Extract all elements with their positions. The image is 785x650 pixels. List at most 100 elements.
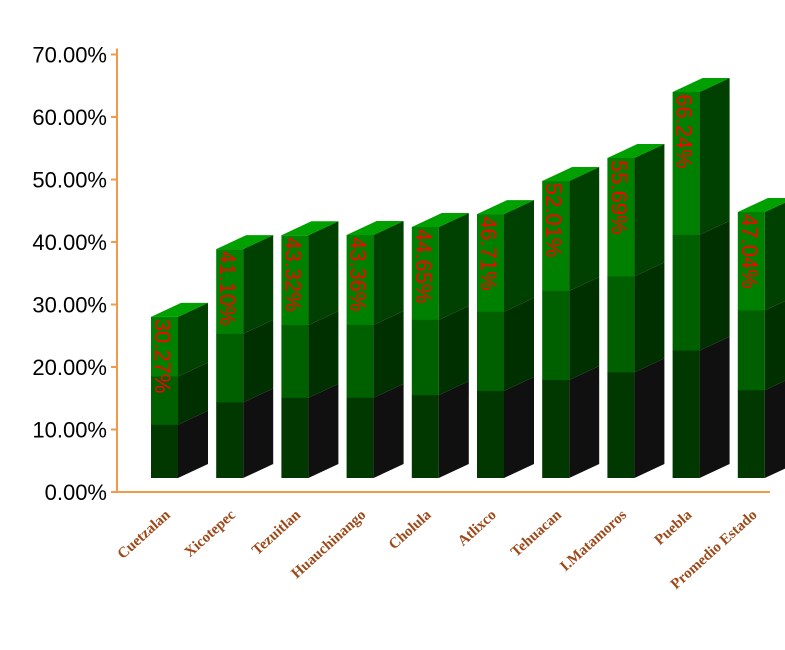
bar-front-top (346, 235, 374, 326)
bar-top-face (411, 212, 469, 227)
bar-side-bottom (764, 380, 785, 478)
x-category-label: Cuetzalan (115, 507, 174, 563)
bar-atlixco (477, 200, 534, 478)
data-labels: 30.27% 41.10% 43.32% 43.36% 44.65% 46.71% 52.0… (150, 94, 762, 393)
bar-xicotepec (216, 235, 274, 478)
bar-front-mid (607, 276, 635, 373)
data-label: 43.32% (280, 237, 305, 312)
bar-side-top (178, 302, 208, 377)
x-category-label: Tehuacan (508, 507, 565, 561)
bar-front-mid (346, 324, 374, 399)
bar-side-bottom (308, 383, 339, 478)
bar-front-top (411, 226, 439, 321)
bar-side-bottom (504, 376, 534, 478)
bar-huauchinango (346, 221, 404, 478)
bar-side-mid (634, 262, 665, 373)
bar-promedio-estado (737, 198, 785, 478)
bar-side-bottom (634, 358, 665, 478)
bar-front-bottom (281, 397, 309, 478)
x-category-label: Atlixco (455, 507, 500, 550)
bar-side-top (634, 143, 665, 277)
bar-side-top (243, 235, 274, 334)
bar-top-face (281, 221, 339, 236)
data-label: 46.71% (476, 216, 501, 291)
bar-side-bottom (699, 336, 730, 478)
bar-side-top (438, 212, 469, 320)
data-label: 55.69% (606, 160, 631, 235)
bar-side-mid (308, 311, 339, 398)
y-tick-label: 30.00% (32, 293, 107, 318)
bar-front-bottom (346, 397, 374, 478)
y-tick-label: 50.00% (32, 168, 107, 193)
bar-top-face (542, 166, 600, 181)
bar-front-mid (477, 311, 504, 392)
bar-top-face (607, 143, 665, 158)
data-label: 66.24% (672, 94, 697, 169)
data-label: 30.27% (150, 319, 175, 394)
bar-front-bottom (151, 424, 178, 478)
y-tick-label: 40.00% (32, 230, 107, 255)
bar-side-mid (438, 305, 469, 396)
bar-i-matamoros (607, 143, 665, 478)
bar-side-top (699, 78, 730, 235)
bar-front-top (151, 316, 178, 377)
bar-front-mid (672, 234, 700, 352)
bar-tehuacan (542, 166, 600, 478)
bar-side-top (308, 221, 339, 326)
bar-side-top (569, 166, 600, 291)
bar-front-bottom (672, 350, 700, 478)
bar-side-bottom (373, 383, 404, 478)
bar-side-top (504, 200, 534, 312)
bar-top-face (737, 198, 785, 212)
data-label: 47.04% (737, 214, 762, 289)
bar-side-mid (504, 297, 534, 391)
bar-front-top (542, 180, 570, 292)
x-category-label: Cholula (386, 507, 435, 553)
bar-top-face (346, 221, 404, 235)
bar-side-bottom (569, 365, 600, 478)
x-category-label: I.Matamoros (557, 507, 630, 575)
bar-side-mid (243, 319, 274, 403)
bar-front-top (607, 157, 635, 277)
bar-front-mid (542, 290, 570, 381)
y-tick-label: 10.00% (32, 418, 107, 443)
bar-side-mid (178, 362, 208, 425)
bar-tezuitlan (281, 221, 339, 478)
y-tick-label: 0.00% (45, 480, 107, 505)
data-label: 52.01% (541, 183, 566, 258)
bar-side-top (764, 202, 785, 311)
x-category-label: Xicotepec (182, 507, 239, 561)
bars (151, 78, 785, 478)
bar-front-bottom (542, 379, 570, 478)
bar-front-mid (737, 310, 765, 391)
bar-front-mid (281, 325, 309, 399)
y-tick-label: 20.00% (32, 355, 107, 380)
bar-front-top (477, 214, 504, 313)
bar-front-bottom (411, 395, 439, 478)
x-category-label: Puebla (652, 507, 696, 549)
bar-top-face (151, 302, 208, 317)
bar-front-mid (151, 376, 178, 426)
bar-side-bottom (243, 388, 274, 478)
bar-front-top (672, 92, 700, 236)
bar-front-top (216, 249, 244, 335)
bar-front-mid (411, 319, 439, 396)
bar-top-face (672, 78, 730, 92)
bar-front-bottom (477, 390, 504, 478)
y-tick-label: 60.00% (32, 105, 107, 130)
bar-side-mid (764, 300, 785, 391)
bar-puebla (672, 78, 730, 478)
bar-front-bottom (737, 390, 765, 478)
bar-front-mid (216, 333, 244, 403)
x-category-label: Tezuitlan (249, 507, 304, 559)
bar-cuetzalan (151, 302, 208, 478)
data-label: 43.36% (346, 237, 371, 312)
bar-front-bottom (216, 402, 244, 478)
bar-side-mid (569, 276, 600, 380)
y-tick-label: 70.00% (32, 43, 107, 68)
y-axis: 0.00% 10.00% 20.00% 30.00% 40.00% 50.00% 60.00… (32, 43, 118, 505)
bar-side-bottom (178, 410, 208, 478)
bar-top-face (477, 200, 534, 215)
